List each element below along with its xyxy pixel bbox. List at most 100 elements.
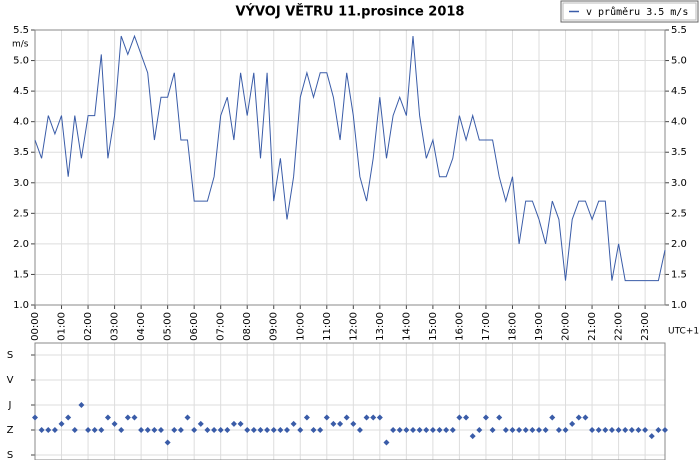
- y-tick-label-right: 5.0: [671, 56, 687, 67]
- direction-point: [58, 420, 65, 427]
- direction-point: [449, 427, 456, 433]
- legend-label: v průměru 3.5 m/s: [586, 6, 688, 18]
- direction-point: [582, 414, 589, 421]
- direction-point: [124, 414, 131, 421]
- direction-point: [410, 427, 416, 433]
- direction-point: [423, 427, 430, 433]
- x-tick-label: 08:00: [242, 312, 253, 341]
- y-tick-label-right: 1.5: [671, 269, 687, 280]
- direction-point: [237, 420, 244, 427]
- direction-point: [217, 427, 224, 433]
- plot-border: [34, 342, 666, 460]
- direction-point: [482, 414, 489, 421]
- direction-point: [469, 433, 476, 440]
- direction-point: [85, 427, 92, 433]
- direction-point: [642, 427, 649, 433]
- direction-point: [555, 427, 562, 433]
- direction-point: [270, 427, 277, 433]
- y-tick-label: 5.0: [13, 56, 29, 67]
- direction-point: [78, 402, 85, 408]
- x-axis-label: UTC+1: [668, 327, 699, 337]
- direction-point: [575, 414, 582, 421]
- direction-point: [536, 427, 542, 433]
- direction-point: [522, 427, 529, 433]
- y-tick-label: V: [7, 375, 14, 386]
- direction-point: [138, 427, 145, 433]
- x-tick-label: 09:00: [269, 312, 280, 341]
- y-tick-label: 2.5: [13, 208, 29, 219]
- x-tick-label: 05:00: [163, 312, 174, 341]
- x-tick-label: 20:00: [561, 312, 572, 341]
- direction-point: [45, 427, 52, 433]
- x-tick-label: 01:00: [57, 312, 68, 341]
- direction-point: [509, 427, 516, 433]
- direction-point: [436, 427, 443, 433]
- direction-point: [622, 427, 629, 433]
- x-tick-label: 06:00: [189, 312, 200, 341]
- y-tick-label: J: [8, 400, 12, 411]
- direction-point: [104, 414, 111, 421]
- y-tick-label: 5.5: [13, 25, 29, 36]
- direction-point: [330, 420, 337, 427]
- direction-point: [589, 427, 596, 433]
- y-tick-label: S: [7, 450, 13, 460]
- plot-frame: [34, 342, 666, 460]
- direction-point: [191, 427, 198, 433]
- y-tick-label-right: 1.0: [671, 300, 687, 311]
- legend-box: [560, 0, 699, 23]
- x-tick-label: 12:00: [348, 312, 359, 341]
- direction-point: [343, 414, 350, 421]
- direction-point: [323, 414, 330, 421]
- direction-point: [569, 420, 576, 427]
- direction-point: [98, 427, 105, 433]
- direction-point: [91, 427, 98, 433]
- x-tick-label: 04:00: [136, 312, 147, 341]
- x-tick-label: 14:00: [401, 312, 412, 341]
- x-tick-label: 16:00: [454, 312, 465, 341]
- direction-point: [118, 427, 125, 433]
- direction-point: [396, 427, 403, 433]
- direction-point: [32, 414, 38, 421]
- x-tick-label: 19:00: [534, 312, 545, 341]
- x-tick-label: 15:00: [428, 312, 439, 341]
- direction-point: [476, 427, 483, 433]
- direction-point: [177, 427, 184, 433]
- legend-box-inner: [562, 2, 697, 21]
- direction-point: [297, 427, 304, 433]
- y-tick-label: 1.0: [13, 300, 29, 311]
- direction-point: [403, 427, 410, 433]
- direction-point: [489, 427, 496, 433]
- direction-point: [608, 427, 615, 433]
- direction-point: [502, 427, 509, 433]
- direction-point: [390, 427, 397, 433]
- direction-point: [264, 427, 271, 433]
- y-tick-label-right: 2.0: [671, 239, 687, 250]
- y-tick-label: 4.0: [13, 117, 29, 128]
- y-tick-label: Z: [7, 425, 14, 436]
- direction-point: [516, 427, 523, 433]
- direction-point: [284, 427, 290, 433]
- direction-point: [164, 439, 171, 446]
- y-tick-label: 4.5: [13, 86, 29, 97]
- y-tick-label-right: 5.5: [671, 25, 687, 36]
- direction-point: [602, 427, 609, 433]
- direction-point: [244, 427, 251, 433]
- x-tick-label: 17:00: [481, 312, 492, 341]
- direction-point: [337, 420, 344, 427]
- direction-point: [562, 427, 569, 433]
- direction-point: [416, 427, 423, 433]
- y-tick-label-right: 2.5: [671, 208, 687, 219]
- direction-point: [277, 427, 284, 433]
- direction-point: [376, 414, 383, 421]
- x-tick-label: 03:00: [110, 312, 121, 341]
- direction-point: [317, 427, 324, 433]
- y-tick-label: 2.0: [13, 239, 29, 250]
- x-tick-label: 13:00: [375, 312, 386, 341]
- direction-point: [211, 427, 218, 433]
- direction-point: [529, 427, 536, 433]
- direction-point: [171, 427, 178, 433]
- x-tick-label: 11:00: [322, 312, 333, 341]
- x-tick-label: 00:00: [30, 312, 41, 341]
- x-tick-label: 02:00: [83, 312, 94, 341]
- y-tick-label: S: [7, 350, 13, 361]
